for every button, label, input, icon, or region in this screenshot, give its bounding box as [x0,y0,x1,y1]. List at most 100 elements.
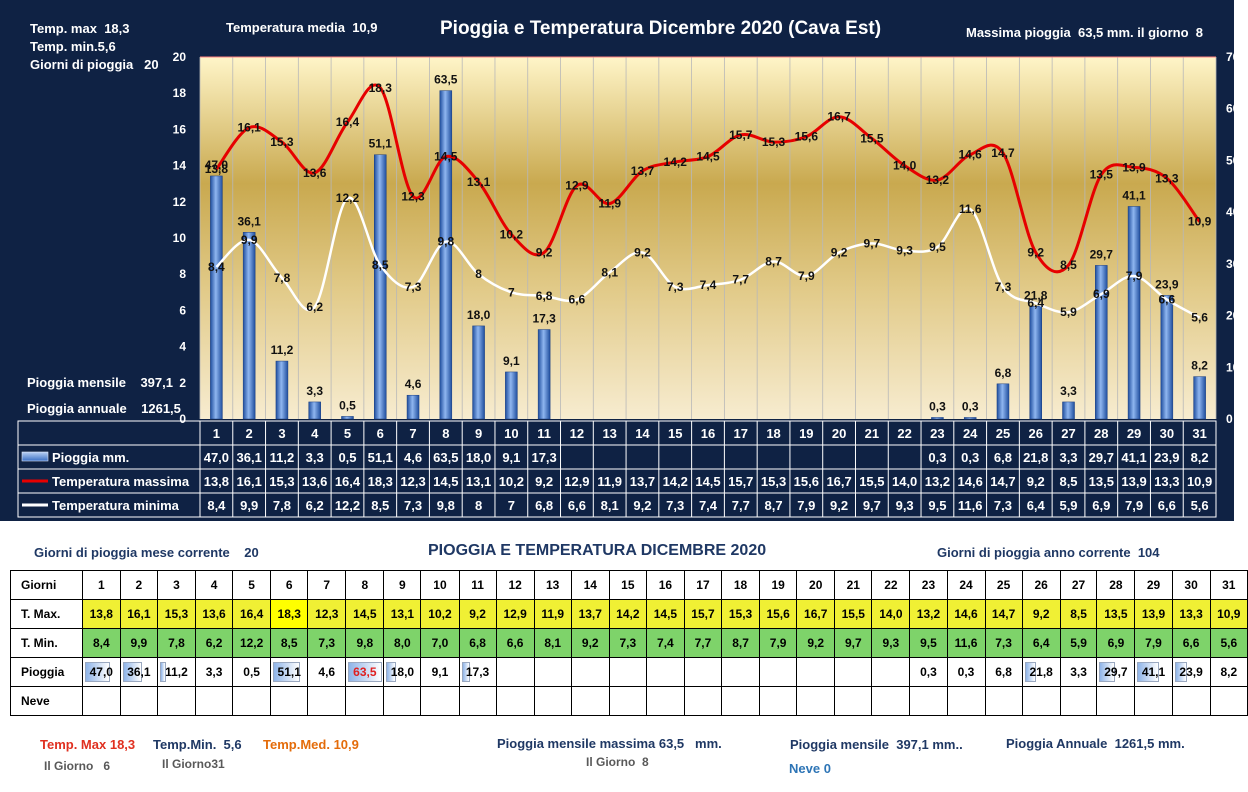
data-table-cell: 7,3 [666,498,684,513]
table-cell: 16,7 [796,599,836,629]
table-cell: 9,2 [796,628,836,658]
table-cell: 13,2 [909,599,948,629]
data-table-cell: 23,9 [1154,450,1179,465]
data-table-cell: 7,9 [1125,498,1143,513]
table-row: T. Max. 13,8 16,1 15,3 13,6 16,4 18,3 12,3 14,5 1… [10,599,1248,629]
x-tick-label: 29 [1127,426,1141,441]
table-cell [119,686,158,716]
rain-bar-label: 63,5 [434,73,458,87]
table-cell: 14,5 [645,599,685,629]
table-cell: 7,3 [307,628,347,658]
table-cell-value: 7,7 [694,636,712,650]
x-tick-label: 31 [1192,426,1206,441]
table-cell-value: 1 [97,578,105,592]
tmin-point-label: 5,9 [1060,305,1077,319]
tmin-point-label: 12,2 [336,191,360,205]
tmin-point-label: 8,1 [601,265,618,279]
tmin-point-label: 7,9 [1126,269,1143,283]
tmin-point-label: 6,6 [569,293,586,307]
tmax-line [215,83,1201,274]
table-cell [796,686,836,716]
table-cell-value: 17,3 [465,665,490,679]
table-cell: 7,9 [1134,628,1173,658]
footer-tmax-day: Il Giorno 6 [44,759,111,773]
tmax-point-label: 15,6 [795,130,819,144]
rain-bar-label: 23,9 [1155,277,1179,291]
table-cell: 10 [420,570,460,600]
data-table-cell: 14,6 [958,474,983,489]
table-cell [909,686,948,716]
table-cell: 7 [307,570,347,600]
data-table-cell: 15,7 [728,474,753,489]
table-cell [533,686,572,716]
rain-bar [1193,376,1206,420]
rain-bar [963,417,977,420]
table-cell: 0,3 [946,657,986,687]
table-cell-value: 7,9 [769,636,787,650]
table-cell: 23,9 [1171,657,1211,687]
data-table-cell: 9,7 [863,498,881,513]
rain-days-year: Giorni di pioggia anno corrente 104 [937,545,1160,560]
table-cell-value: 41,1 [1141,665,1166,679]
tmax-point-label: 12,3 [401,189,425,203]
table-cell [984,686,1023,716]
tmin-point-label: 5,6 [1191,311,1208,325]
table-cell: 5 [232,570,272,600]
table-cell-value: 16,1 [127,607,151,621]
table-cell-value: 16,4 [239,607,264,621]
table-cell-value: 9,2 [807,636,825,650]
table-cell-value: 5 [248,578,255,592]
rain-mini-bar [1099,662,1116,682]
tmin-point-label: 7 [508,285,515,299]
table-cell [645,657,685,687]
table-cell-value: 30 [1184,578,1198,592]
rain-bar [406,394,420,420]
table-cell-value: 10,2 [428,607,452,621]
table-cell: 7,9 [759,628,798,658]
table-cell: 4,6 [307,657,347,687]
data-table-cell: 14,7 [990,474,1015,489]
tmin-point-label: 9,8 [437,235,454,249]
tmin-point-label: 6,6 [1158,293,1175,307]
table-cell [533,657,572,687]
table-cell-value: 9 [399,578,406,592]
tmax-point-label: 13,1 [467,175,491,189]
table-cell: 29 [1134,570,1173,600]
data-table-cell: 8,4 [207,498,226,513]
table-cell-value: 9,2 [469,607,486,621]
x-tick-label: 12 [570,426,584,441]
table-cell-value: 4,6 [318,665,336,679]
table-cell: 16,4 [232,599,272,629]
data-table-cell: 14,5 [433,474,458,489]
table-cell-value: 9,5 [920,636,937,650]
table-cell: 10,2 [420,599,460,629]
footer-snow: Neve 0 [789,761,831,776]
table-cell: 9,2 [1021,599,1061,629]
table-cell: 13,5 [1096,599,1136,629]
tmin-point-label: 7,9 [798,269,815,283]
rain-bar [1127,206,1141,420]
table-cell: 41,1 [1134,657,1173,687]
data-table-cell: 16,4 [335,474,361,489]
table-cell: 9,8 [345,628,385,658]
tmin-line [215,196,1201,319]
data-table-cell: 7 [508,498,515,513]
table-cell [608,686,647,716]
table-cell: 8,1 [533,628,572,658]
data-table-cell: 7,8 [273,498,291,513]
x-tick-label: 1 [213,426,220,441]
tmin-point-label: 11,6 [959,202,982,216]
data-table-cell: 9,5 [928,498,946,513]
table-cell-value: 6,9 [1107,636,1125,650]
x-tick-label: 10 [504,426,518,441]
table-cell-value: 14,7 [991,607,1016,621]
data-table-cell: 11,9 [597,474,622,489]
data-table-cell: 8,2 [1191,450,1209,465]
data-table-cell: 17,3 [531,450,556,465]
table-cell: 3,3 [1059,657,1098,687]
table-row: Giorni 1 2 3 4 5 6 7 8 9 10 11 12 13 14 15 16 17 18 19 20 21 2… [10,570,1248,600]
data-table-cell: 7,4 [699,498,718,513]
tmax-point-label: 14,6 [959,148,983,162]
table-cell-value: 16 [658,578,673,592]
rain-mini-bar [1024,662,1037,682]
